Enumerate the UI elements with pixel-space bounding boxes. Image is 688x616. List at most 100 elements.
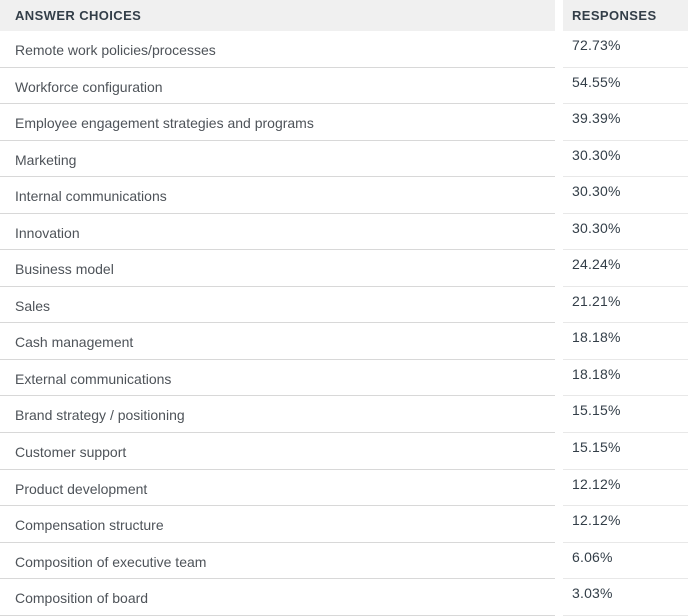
response-value: 3.03%: [572, 585, 613, 602]
answer-choice-cell: Product development: [0, 470, 555, 507]
column-gap: [555, 323, 563, 360]
answer-choice-label: Business model: [15, 261, 114, 278]
table-row: Customer support 15.15%: [0, 433, 688, 470]
table-row: Sales 21.21%: [0, 287, 688, 324]
column-header-responses: RESPONSES: [563, 0, 688, 31]
response-value: 15.15%: [572, 402, 621, 419]
answer-choice-cell: Sales: [0, 287, 555, 324]
answer-choice-label: Cash management: [15, 334, 134, 351]
column-gap: [555, 31, 563, 68]
response-cell: 21.21%: [563, 287, 688, 324]
response-value: 72.73%: [572, 37, 621, 53]
answer-choice-label: Composition of executive team: [15, 553, 207, 570]
response-value: 12.12%: [572, 475, 621, 492]
column-gap: [555, 68, 563, 105]
table-row: Internal communications 30.30%: [0, 177, 688, 214]
answer-choice-cell: Business model: [0, 250, 555, 287]
column-gap: [555, 470, 563, 507]
response-cell: 30.30%: [563, 141, 688, 178]
response-value: 30.30%: [572, 146, 621, 163]
column-header-answer-choices: ANSWER CHOICES: [0, 0, 555, 31]
response-cell: 18.18%: [563, 323, 688, 360]
table-row: Innovation 30.30%: [0, 214, 688, 251]
answer-choice-cell: Cash management: [0, 323, 555, 360]
response-value: 18.18%: [572, 329, 621, 346]
answer-choice-cell: Employee engagement strategies and progr…: [0, 104, 555, 141]
answer-choice-cell: Internal communications: [0, 177, 555, 214]
response-cell: 3.03%: [563, 579, 688, 616]
table-body: Remote work policies/processes 72.73% Work…: [0, 31, 688, 616]
response-cell: 15.15%: [563, 396, 688, 434]
response-value: 24.24%: [572, 256, 621, 273]
column-gap: [555, 360, 563, 397]
answer-choice-cell: Remote work policies/processes: [0, 31, 555, 68]
response-cell: 12.12%: [563, 470, 688, 507]
answer-choice-label: Composition of board: [15, 590, 149, 607]
column-header-answer-choices-label: ANSWER CHOICES: [15, 8, 142, 23]
table-row: Remote work policies/processes 72.73%: [0, 31, 688, 68]
response-value: 21.21%: [572, 292, 621, 309]
answer-choice-cell: Marketing: [0, 141, 555, 178]
answer-choice-label: Remote work policies/processes: [15, 42, 216, 58]
column-gap: [555, 250, 563, 287]
column-gap: [555, 104, 563, 141]
answer-choice-label: Sales: [15, 297, 51, 314]
response-value: 15.15%: [572, 439, 621, 456]
answer-choice-label: Marketing: [15, 151, 77, 168]
answer-choice-cell: Compensation structure: [0, 506, 555, 543]
response-value: 30.30%: [572, 219, 621, 236]
response-cell: 6.06%: [563, 543, 688, 580]
column-gap: [555, 579, 563, 616]
column-gap: [555, 396, 563, 433]
table-row: Brand strategy / positioning 15.15%: [0, 396, 688, 434]
column-gap: [555, 543, 563, 580]
answer-choice-label: Customer support: [15, 444, 127, 461]
table-row: Employee engagement strategies and progr…: [0, 104, 688, 141]
answer-choice-label: Product development: [15, 480, 148, 497]
column-gap: [555, 287, 563, 324]
column-gap: [555, 506, 563, 543]
response-cell: 18.18%: [563, 360, 688, 397]
answer-choice-label: Innovation: [15, 224, 80, 241]
table-row: External communications 18.18%: [0, 360, 688, 397]
column-gap: [555, 214, 563, 251]
answer-choice-cell: Brand strategy / positioning: [0, 396, 555, 434]
table-row: Compensation structure 12.12%: [0, 506, 688, 543]
response-cell: 72.73%: [563, 31, 688, 68]
response-value: 30.30%: [572, 183, 621, 200]
answer-choice-cell: Customer support: [0, 433, 555, 470]
answer-choice-label: Compensation structure: [15, 517, 164, 534]
column-gap: [555, 433, 563, 470]
response-cell: 15.15%: [563, 433, 688, 470]
table-row: Workforce configuration 54.55%: [0, 68, 688, 105]
answer-choice-label: Workforce configuration: [15, 78, 163, 95]
answer-choice-cell: Workforce configuration: [0, 68, 555, 105]
response-cell: 54.55%: [563, 68, 688, 105]
column-gap: [555, 177, 563, 214]
answer-choice-label: External communications: [15, 370, 172, 387]
table-header-row: ANSWER CHOICES RESPONSES: [0, 0, 688, 31]
table-row: Composition of executive team 6.06%: [0, 543, 688, 580]
answer-choice-cell: Innovation: [0, 214, 555, 251]
answer-choice-cell: External communications: [0, 360, 555, 397]
response-value: 12.12%: [572, 512, 621, 529]
response-cell: 30.30%: [563, 177, 688, 214]
answer-choice-label: Brand strategy / positioning: [15, 407, 185, 424]
column-header-responses-label: RESPONSES: [572, 8, 657, 23]
column-gap: [555, 141, 563, 178]
response-cell: 12.12%: [563, 506, 688, 543]
column-gap: [555, 0, 563, 31]
table-row: Marketing 30.30%: [0, 141, 688, 178]
table-row: Cash management 18.18%: [0, 323, 688, 360]
response-value: 18.18%: [572, 365, 621, 382]
answer-choice-label: Employee engagement strategies and progr…: [15, 115, 314, 132]
response-cell: 39.39%: [563, 104, 688, 141]
response-value: 6.06%: [572, 548, 613, 565]
table-row: Product development 12.12%: [0, 470, 688, 507]
table-row: Composition of board 3.03%: [0, 579, 688, 616]
response-value: 54.55%: [572, 73, 621, 90]
answer-choice-cell: Composition of board: [0, 579, 555, 616]
answer-choice-cell: Composition of executive team: [0, 543, 555, 580]
response-cell: 24.24%: [563, 250, 688, 287]
